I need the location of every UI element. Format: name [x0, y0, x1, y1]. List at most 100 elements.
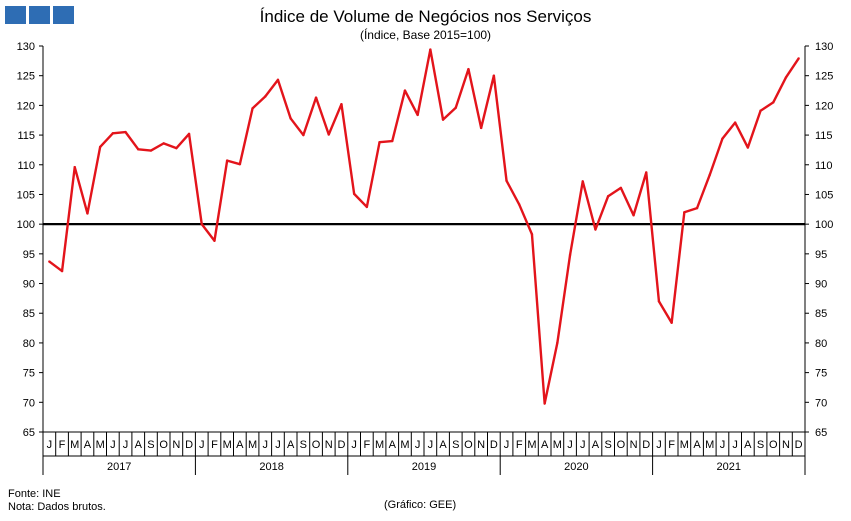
- y-tick-label-left: 110: [17, 160, 35, 172]
- x-tick-label: A: [693, 439, 701, 451]
- x-year-label: 2021: [717, 461, 741, 473]
- data-point: [276, 78, 280, 82]
- data-point: [733, 121, 737, 124]
- logo-square-3: [53, 6, 74, 24]
- y-tick-label-right: 125: [815, 71, 833, 83]
- data-point: [48, 260, 51, 263]
- y-tick-label-right: 85: [815, 308, 827, 320]
- x-tick-label: M: [96, 439, 105, 451]
- data-point: [670, 321, 673, 324]
- logo-square-2: [29, 6, 50, 24]
- y-tick-label-left: 90: [23, 279, 35, 291]
- data-point: [581, 180, 584, 183]
- x-tick-label: M: [248, 439, 257, 451]
- data-point: [200, 222, 203, 226]
- y-tick-label-right: 115: [815, 130, 833, 142]
- data-point: [441, 118, 445, 121]
- data-point: [175, 146, 178, 150]
- y-tick-label-right: 130: [815, 41, 833, 53]
- data-point: [251, 107, 254, 110]
- data-point: [683, 211, 686, 214]
- data-note: Nota: Dados brutos.: [8, 501, 106, 513]
- x-tick-label: J: [580, 439, 586, 451]
- y-tick-label-left: 85: [23, 308, 35, 320]
- data-point: [327, 133, 330, 136]
- x-tick-label: O: [464, 439, 473, 451]
- y-tick-label-left: 95: [23, 249, 35, 261]
- data-point: [721, 137, 724, 140]
- x-tick-label: O: [159, 439, 168, 451]
- x-tick-label: N: [325, 439, 333, 451]
- data-point: [264, 95, 267, 98]
- y-tick-label-left: 130: [17, 41, 35, 53]
- x-year-label: 2018: [259, 461, 283, 473]
- data-point: [111, 132, 115, 135]
- data-point: [556, 341, 559, 345]
- x-year-label: 2019: [412, 461, 436, 473]
- data-point: [505, 179, 508, 183]
- x-tick-label: O: [312, 439, 321, 451]
- data-point: [213, 239, 216, 242]
- data-point: [492, 74, 496, 77]
- x-tick-label: J: [47, 439, 53, 451]
- x-tick-label: N: [477, 439, 485, 451]
- y-tick-label-right: 95: [815, 249, 827, 261]
- x-tick-label: O: [617, 439, 626, 451]
- data-point: [568, 253, 572, 257]
- data-point: [467, 67, 470, 71]
- data-point: [772, 101, 775, 104]
- source-note: Fonte: INE: [8, 488, 61, 500]
- x-tick-label: D: [337, 439, 345, 451]
- x-tick-label: N: [782, 439, 790, 451]
- chart-subtitle: (Índice, Base 2015=100): [359, 28, 492, 42]
- data-point: [391, 139, 394, 143]
- x-tick-label: J: [504, 439, 510, 451]
- x-tick-label: M: [527, 439, 536, 451]
- data-point: [416, 113, 419, 117]
- y-tick-label-left: 70: [23, 397, 35, 409]
- data-point: [98, 145, 102, 149]
- x-tick-label: A: [439, 439, 447, 451]
- x-tick-label: M: [680, 439, 689, 451]
- x-tick-label: A: [135, 439, 143, 451]
- data-point: [137, 148, 140, 151]
- x-tick-label: S: [757, 439, 764, 451]
- x-tick-label: J: [732, 439, 738, 451]
- data-point: [314, 96, 318, 99]
- data-point: [365, 205, 369, 209]
- x-tick-label: M: [705, 439, 714, 451]
- x-tick-label: J: [720, 439, 726, 451]
- data-point: [479, 126, 483, 130]
- data-point: [759, 109, 762, 112]
- y-tick-label-right: 70: [815, 397, 827, 409]
- data-point: [543, 402, 546, 405]
- data-point: [73, 165, 76, 169]
- x-tick-label: M: [400, 439, 409, 451]
- x-tick-label: D: [490, 439, 498, 451]
- x-tick-label: N: [172, 439, 180, 451]
- data-point: [530, 233, 534, 236]
- x-tick-label: S: [604, 439, 611, 451]
- x-tick-label: D: [642, 439, 650, 451]
- x-tick-label: J: [275, 439, 281, 451]
- data-point: [149, 149, 153, 152]
- y-tick-label-right: 120: [815, 100, 833, 112]
- x-tick-label: F: [516, 439, 523, 451]
- data-point: [429, 48, 432, 51]
- data-point: [225, 159, 229, 162]
- x-tick-label: J: [415, 439, 421, 451]
- chart-title: Índice de Volume de Negócios nos Serviço…: [259, 7, 592, 26]
- y-tick-label-left: 120: [17, 100, 35, 112]
- y-tick-label-right: 110: [815, 160, 833, 172]
- data-point: [606, 195, 610, 198]
- x-tick-label: S: [452, 439, 459, 451]
- x-tick-label: F: [668, 439, 675, 451]
- x-tick-label: A: [236, 439, 244, 451]
- y-tick-label-right: 100: [815, 219, 833, 231]
- data-point: [124, 130, 127, 134]
- x-tick-label: S: [300, 439, 307, 451]
- data-point: [797, 57, 800, 60]
- data-point: [632, 214, 635, 217]
- x-year-label: 2017: [107, 461, 131, 473]
- chart-credit: (Gráfico: GEE): [384, 499, 457, 511]
